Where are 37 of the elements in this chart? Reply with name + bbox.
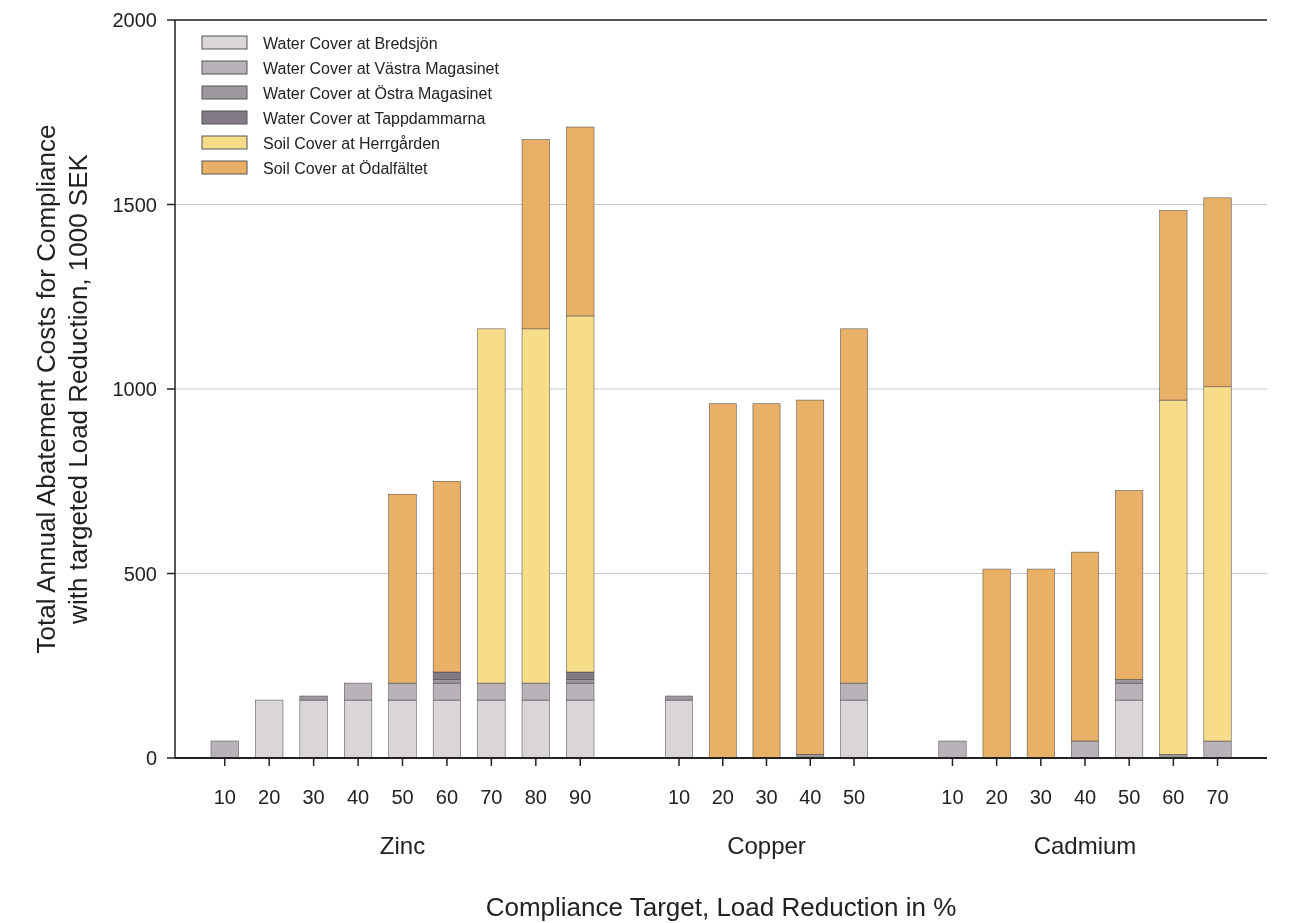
y-tick-label: 500 — [123, 562, 157, 585]
x-tick-label: 10 — [667, 786, 691, 808]
x-axis-title: Zinc — [379, 832, 426, 859]
x-tick-label: 40 — [1073, 786, 1097, 808]
x-tick-label: 40 — [346, 786, 370, 808]
x-tick-label: 30 — [302, 786, 325, 808]
x-tick-label: 40 — [799, 786, 822, 808]
x-tick-label: 80 — [524, 786, 547, 808]
x-tick-label: 60 — [435, 786, 459, 808]
legend-label: Soil Cover at Ödalfältet — [263, 159, 429, 177]
x-tick-label: 10 — [941, 786, 964, 808]
x-tick-label: 20 — [711, 786, 734, 808]
legend-label: Soil Cover at Herrgården — [263, 134, 440, 152]
y-tick-label: 1500 — [112, 193, 157, 216]
x-tick-label: 50 — [842, 786, 866, 808]
y-tick-label: 0 — [145, 747, 157, 769]
y-tick-label: 2000 — [112, 9, 157, 31]
legend-label: Water Cover at Östra Magasinet — [263, 84, 493, 102]
x-tick-label: 20 — [985, 786, 1008, 808]
y-axis-title: Total Annual Abatement Costs for Compliance with targeted Load Reduction, 1000 SEK — [31, 124, 93, 654]
legend-label: Water Cover at Bredsjön — [263, 34, 438, 52]
x-axis-title: Copper — [727, 832, 806, 859]
x-tick-label: 70 — [480, 786, 503, 808]
x-tick-label: 30 — [1029, 786, 1052, 808]
x-tick-label: 10 — [213, 786, 236, 808]
x-tick-label: 30 — [755, 786, 778, 808]
text: Compliance Target, Load Reduction in % — [485, 892, 957, 922]
legend-label: Water Cover at Tappdammarna — [263, 109, 486, 127]
x-tick-label: 90 — [569, 786, 592, 808]
y-tick-label: 1000 — [112, 378, 157, 400]
x-tick-label: 60 — [1162, 786, 1185, 808]
x-tick-label: 70 — [1206, 786, 1229, 808]
x-tick-label: 50 — [391, 786, 414, 808]
legend-label: Water Cover at Västra Magasinet — [263, 59, 500, 77]
x-tick-label: 20 — [258, 786, 281, 808]
x-axis-title: Cadmium — [1033, 832, 1137, 859]
x-tick-label: 50 — [1118, 786, 1141, 808]
